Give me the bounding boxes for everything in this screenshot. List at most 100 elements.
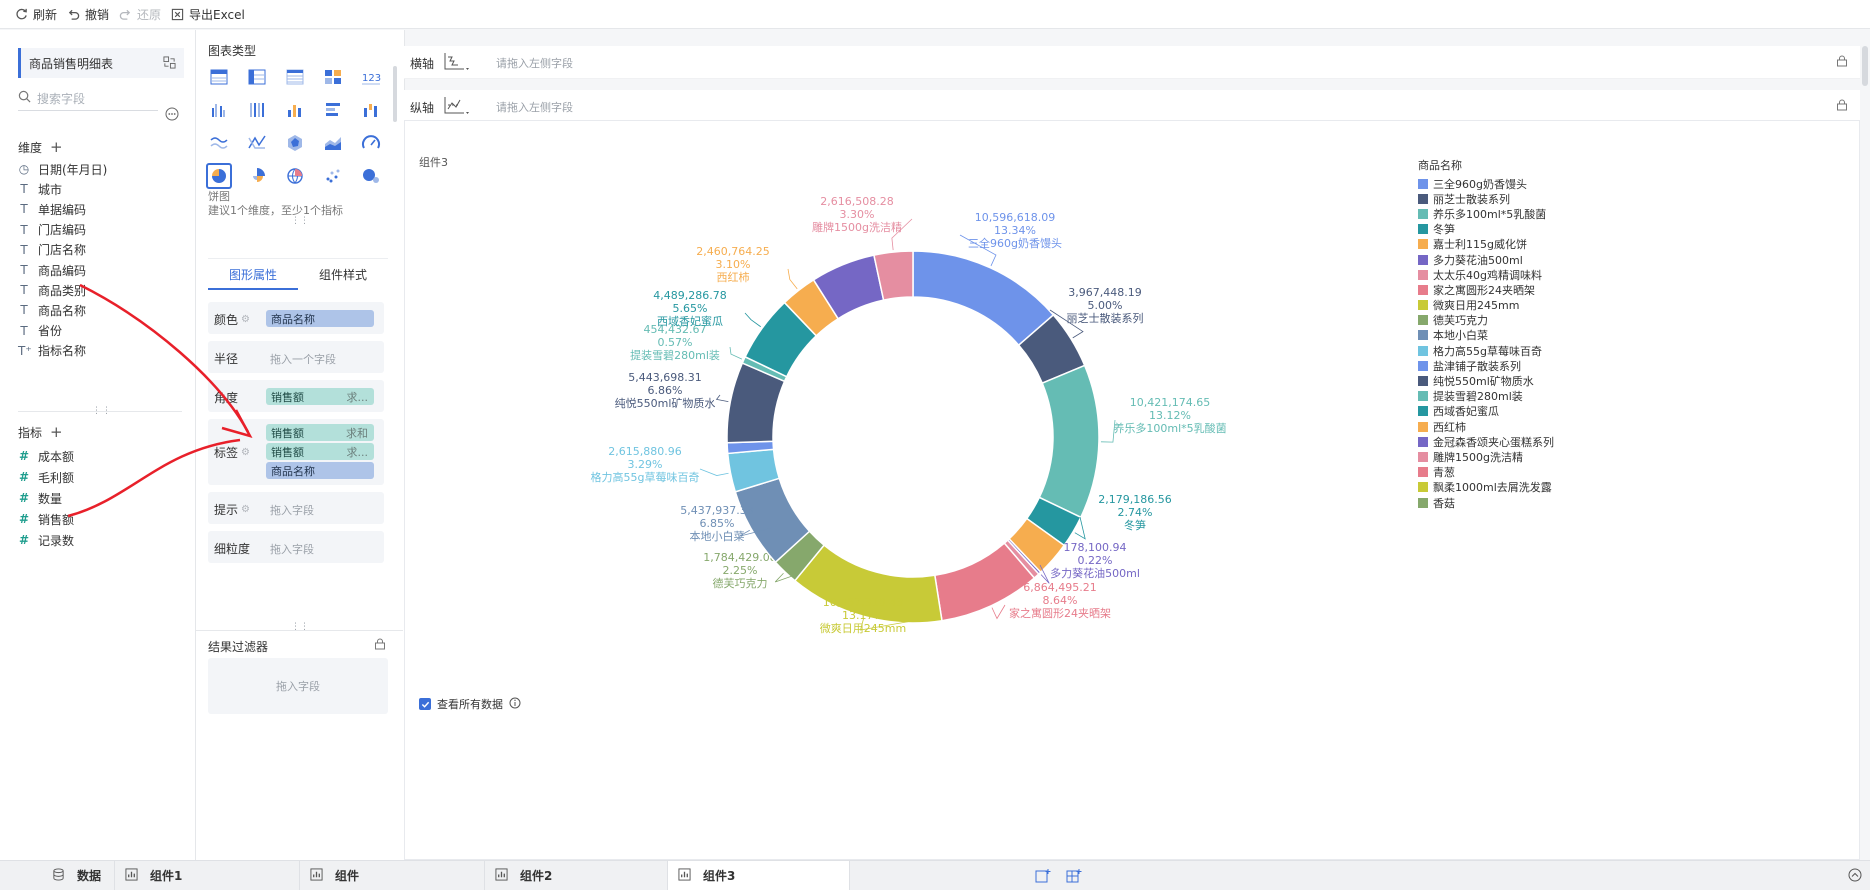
switch-dataset-icon[interactable]: [163, 56, 176, 72]
legend-item[interactable]: 三全960g奶香馒头: [1418, 176, 1554, 191]
tab-component[interactable]: 组件3: [668, 861, 850, 890]
table-chart-icon[interactable]: [208, 66, 230, 88]
page-scrollbar[interactable]: [1862, 46, 1868, 86]
tab-component[interactable]: 组件2: [485, 861, 668, 890]
measure-field[interactable]: # 毛利额: [18, 468, 74, 486]
x-axis-dropzone[interactable]: 请拖入左侧字段: [496, 57, 573, 70]
gear-icon[interactable]: ⚙: [241, 314, 250, 325]
undo-button[interactable]: 撤销: [66, 5, 109, 23]
globe-map-icon[interactable]: [284, 165, 306, 187]
dimension-field[interactable]: T 门店名称: [18, 241, 86, 259]
bubble-chart-icon[interactable]: [360, 165, 382, 187]
dimension-field[interactable]: T 商品名称: [18, 301, 86, 319]
gear-icon[interactable]: ⚙: [241, 504, 250, 515]
legend-item[interactable]: 金冠森香颂夹心蛋糕系列: [1418, 434, 1554, 449]
card-chart-icon[interactable]: [322, 66, 344, 88]
column-chart-icon[interactable]: [284, 99, 306, 121]
legend-item[interactable]: 盐津铺子散装系列: [1418, 358, 1554, 373]
legend-item[interactable]: 嘉士利115g威化饼: [1418, 237, 1554, 252]
search-input[interactable]: 搜索字段: [37, 91, 86, 106]
y-axis-icon[interactable]: [442, 95, 472, 120]
scatter-chart-icon[interactable]: [322, 165, 344, 187]
show-all-checkbox[interactable]: [419, 698, 431, 710]
legend-item[interactable]: 微爽日用245mm: [1418, 298, 1554, 313]
area-range-icon[interactable]: [246, 132, 268, 154]
add-measure-icon[interactable]: +: [50, 423, 63, 441]
dimension-field[interactable]: T 商品编码: [18, 261, 86, 279]
legend-item[interactable]: 纯悦550ml矿物质水: [1418, 373, 1554, 388]
dimension-field[interactable]: T 城市: [18, 180, 62, 198]
legend-item[interactable]: 香菇: [1418, 495, 1554, 510]
legend-item[interactable]: 青葱: [1418, 465, 1554, 480]
prop-granularity[interactable]: 细粒度 拖入字段: [208, 531, 384, 563]
cross-table-icon[interactable]: [246, 66, 268, 88]
legend-item[interactable]: 养乐多100ml*5乳酸菌: [1418, 206, 1554, 221]
legend-item[interactable]: 丽芝士散装系列: [1418, 191, 1554, 206]
search-field-box[interactable]: 搜索字段: [18, 86, 158, 111]
lock-icon[interactable]: [1836, 55, 1848, 70]
measure-field[interactable]: # 数量: [18, 489, 62, 507]
radar-chart-icon[interactable]: [284, 132, 306, 154]
lock-icon[interactable]: [1836, 99, 1848, 114]
legend-item[interactable]: 西红柿: [1418, 419, 1554, 434]
legend-item[interactable]: 德芙巧克力: [1418, 313, 1554, 328]
more-options-icon[interactable]: [165, 107, 179, 124]
detail-table-icon[interactable]: [284, 66, 306, 88]
area-chart-icon[interactable]: [322, 132, 344, 154]
pie-chart-icon[interactable]: [206, 163, 232, 189]
add-dimension-icon[interactable]: +: [50, 138, 63, 156]
x-axis-icon[interactable]: [442, 51, 472, 76]
tab-component[interactable]: 组件: [300, 861, 485, 890]
legend-item[interactable]: 家之寓圆形24夹晒架: [1418, 282, 1554, 297]
legend-item[interactable]: 冬笋: [1418, 222, 1554, 237]
chart-type-scrollbar[interactable]: [393, 66, 397, 122]
refresh-button[interactable]: 刷新: [14, 5, 57, 23]
line-chart-icon[interactable]: [208, 132, 230, 154]
measure-field[interactable]: # 销售额: [18, 510, 74, 528]
gear-icon[interactable]: ⚙: [241, 447, 250, 458]
measure-field[interactable]: # 记录数: [18, 531, 74, 549]
result-filter-dropzone[interactable]: 拖入字段: [208, 658, 388, 714]
grouped-bar-icon[interactable]: [208, 99, 230, 121]
dimension-field[interactable]: T 单据编码: [18, 200, 86, 218]
collapse-icon[interactable]: [1848, 868, 1862, 885]
rose-chart-icon[interactable]: [246, 165, 268, 187]
legend-item[interactable]: 格力高55g草莓味百奇: [1418, 343, 1554, 358]
legend-item[interactable]: 提装雪碧280ml装: [1418, 389, 1554, 404]
label-field-chip[interactable]: 商品名称: [266, 462, 374, 479]
waterfall-icon[interactable]: [360, 99, 382, 121]
number-chart-icon[interactable]: 123: [360, 66, 382, 88]
angle-field-chip[interactable]: 销售额 求...: [266, 388, 374, 405]
resize-handle-2[interactable]: ⋮⋮: [291, 216, 309, 226]
tab-component-style[interactable]: 组件样式: [318, 267, 367, 282]
prop-radius[interactable]: 半径 拖入一个字段: [208, 341, 384, 373]
legend-item[interactable]: 多力葵花油500ml: [1418, 252, 1554, 267]
label-field-chip[interactable]: 销售额 求和: [266, 424, 374, 441]
legend-item[interactable]: 太太乐40g鸡精调味料: [1418, 267, 1554, 282]
resize-handle-3[interactable]: ⋮⋮: [291, 622, 309, 632]
donut-slice[interactable]: [873, 250, 914, 302]
gauge-chart-icon[interactable]: [360, 132, 382, 154]
dimension-field[interactable]: ◷ 日期(年月日): [18, 160, 108, 178]
dimension-field[interactable]: T 商品类别: [18, 281, 86, 299]
label-field-chip[interactable]: 销售额 求...: [266, 443, 374, 460]
legend-item[interactable]: 飘柔1000ml去屑洗发露: [1418, 480, 1554, 495]
export-excel-button[interactable]: 导出Excel: [170, 5, 245, 23]
legend-item[interactable]: 雕牌1500g洗洁精: [1418, 449, 1554, 464]
lock-icon[interactable]: [374, 638, 386, 653]
dimension-field[interactable]: T⁺ 指标名称: [18, 342, 86, 360]
donut-slice[interactable]: [1038, 364, 1100, 519]
add-dashboard-icon[interactable]: [1066, 868, 1082, 887]
legend-item[interactable]: 本地小白菜: [1418, 328, 1554, 343]
dimension-field[interactable]: T 门店编码: [18, 221, 86, 239]
dataset-selector[interactable]: 商品销售明细表: [18, 48, 184, 78]
stacked-bar-icon[interactable]: [246, 99, 268, 121]
tab-component[interactable]: 组件1: [115, 861, 300, 890]
color-field-chip[interactable]: 商品名称: [266, 310, 374, 327]
tab-data[interactable]: 数据: [30, 861, 115, 890]
y-axis-dropzone[interactable]: 请拖入左侧字段: [496, 101, 573, 114]
dimension-field[interactable]: T 省份: [18, 322, 62, 340]
resize-handle[interactable]: ⋮⋮: [92, 406, 112, 416]
measure-field[interactable]: # 成本额: [18, 447, 74, 465]
donut-slice[interactable]: [912, 250, 1055, 347]
